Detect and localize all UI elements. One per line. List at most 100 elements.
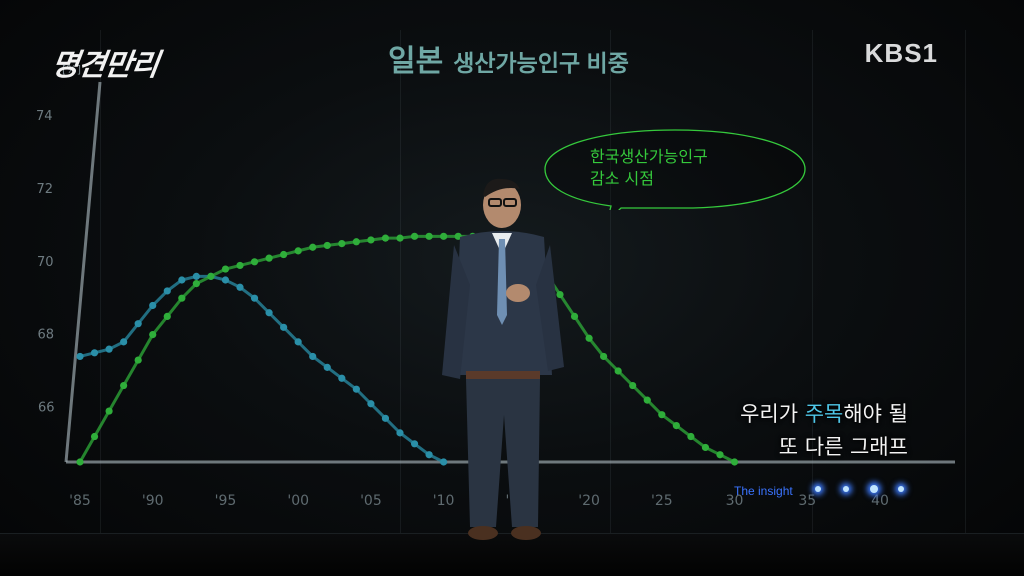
series-point <box>410 440 419 448</box>
series-point <box>730 458 739 466</box>
series-point <box>323 241 331 250</box>
series-point <box>236 283 244 291</box>
series-point <box>323 363 331 371</box>
y-tick-labels: 74 72 70 68 66 <box>36 109 55 415</box>
series-point <box>614 367 622 375</box>
series-point <box>440 232 448 240</box>
series-point <box>367 236 375 244</box>
series-point <box>294 247 302 255</box>
y-tick-label: 66 <box>38 400 55 415</box>
x-tick-label: '90 <box>142 493 164 509</box>
program-logo: 명견만리 <box>49 48 161 83</box>
series-point <box>280 323 288 331</box>
x-tick-label: 35 <box>798 493 816 509</box>
caption-line2: 또 다른 그래프 <box>778 435 908 459</box>
presenter-figure <box>442 178 564 540</box>
channel-logo: KBS1 <box>864 38 938 68</box>
series-point <box>309 352 317 361</box>
series-point <box>352 385 360 393</box>
series-layer <box>76 232 739 466</box>
y-axis-unit-label: [%] <box>62 63 81 76</box>
series-point <box>672 422 680 430</box>
x-tick-label: 30 <box>726 493 744 509</box>
caption-subtitle: 우리가 주목해야 될 또 다른 그래프 <box>740 398 908 464</box>
series-point <box>105 407 113 415</box>
series-point <box>352 238 360 246</box>
series-point <box>265 254 273 262</box>
series-point <box>76 352 84 361</box>
series-point <box>192 280 200 288</box>
series-point <box>280 250 288 259</box>
x-tick-label: '20 <box>578 493 600 509</box>
series-point <box>396 429 404 437</box>
series-line <box>78 234 736 464</box>
series-point <box>309 243 317 251</box>
chart-title-subject: 생산가능인구 비중 <box>453 50 629 76</box>
projection-glass-divider <box>965 30 966 536</box>
x-tick-label: '00 <box>287 493 309 509</box>
y-tick-label: 68 <box>38 328 55 343</box>
series-point <box>221 276 230 284</box>
projection-glass-divider <box>610 30 611 536</box>
caption-line1-suffix: 해야 될 <box>843 402 908 426</box>
chart-title: 일본 생산가능인구 비중 <box>388 36 629 80</box>
caption-line1: 우리가 주목해야 될 <box>740 398 908 431</box>
y-tick-label: 70 <box>37 255 54 270</box>
series-point <box>570 312 579 320</box>
series-point <box>90 432 99 441</box>
x-tick-label: '25 <box>651 493 673 509</box>
x-tick-label: '95 <box>215 493 237 509</box>
sparkle-icon <box>815 486 821 492</box>
sparkle-icon <box>898 486 904 492</box>
speech-bubble-text: 한국생산가능인구 감소 시점 <box>590 146 708 190</box>
y-tick-label: 72 <box>37 182 54 197</box>
series-point <box>105 345 113 353</box>
series-point <box>76 458 84 466</box>
chart-title-country: 일본 <box>388 45 444 78</box>
series-point <box>149 331 157 339</box>
series-point <box>90 349 99 357</box>
y-tick-label: 74 <box>36 109 53 124</box>
sparkle-icon <box>870 485 878 493</box>
series-point <box>250 258 259 266</box>
insight-badge: The insight <box>734 484 793 498</box>
series-point <box>643 396 651 404</box>
series-point <box>338 240 346 248</box>
stage-floor <box>0 533 1024 576</box>
series-point <box>381 234 390 242</box>
x-tick-label: '10 <box>433 493 455 509</box>
series-point <box>149 301 157 310</box>
y-axis-line <box>64 81 102 463</box>
series-point <box>192 272 200 280</box>
series-point <box>629 381 637 390</box>
series-point <box>163 287 171 295</box>
speech-bubble-line1: 한국생산가능인구 <box>590 147 708 166</box>
series-point <box>425 451 433 459</box>
series-point <box>178 276 186 284</box>
series-point <box>207 272 215 280</box>
projection-glass-divider <box>100 30 101 536</box>
series-point <box>701 443 710 452</box>
caption-line1-prefix: 우리가 <box>740 402 805 426</box>
x-tick-label: '85 <box>69 493 91 509</box>
series-point <box>687 432 695 441</box>
series-point <box>120 338 128 346</box>
sparkle-icon <box>843 486 849 492</box>
series-point <box>396 234 404 242</box>
x-tick-label: '05 <box>360 493 382 509</box>
series-point <box>221 265 230 273</box>
series-point <box>178 294 186 302</box>
projection-glass-divider <box>812 30 813 536</box>
series-point <box>265 309 273 317</box>
caption-highlight: 주목 <box>804 402 844 426</box>
series-point <box>120 381 128 390</box>
series-point <box>236 261 244 270</box>
series-point <box>250 294 259 302</box>
projection-glass-divider <box>400 30 401 536</box>
series-point <box>585 334 593 342</box>
series-point <box>410 232 419 240</box>
series-point <box>294 338 302 346</box>
series-point <box>381 414 390 422</box>
series-point <box>134 320 142 328</box>
x-tick-label: 40 <box>871 493 889 509</box>
